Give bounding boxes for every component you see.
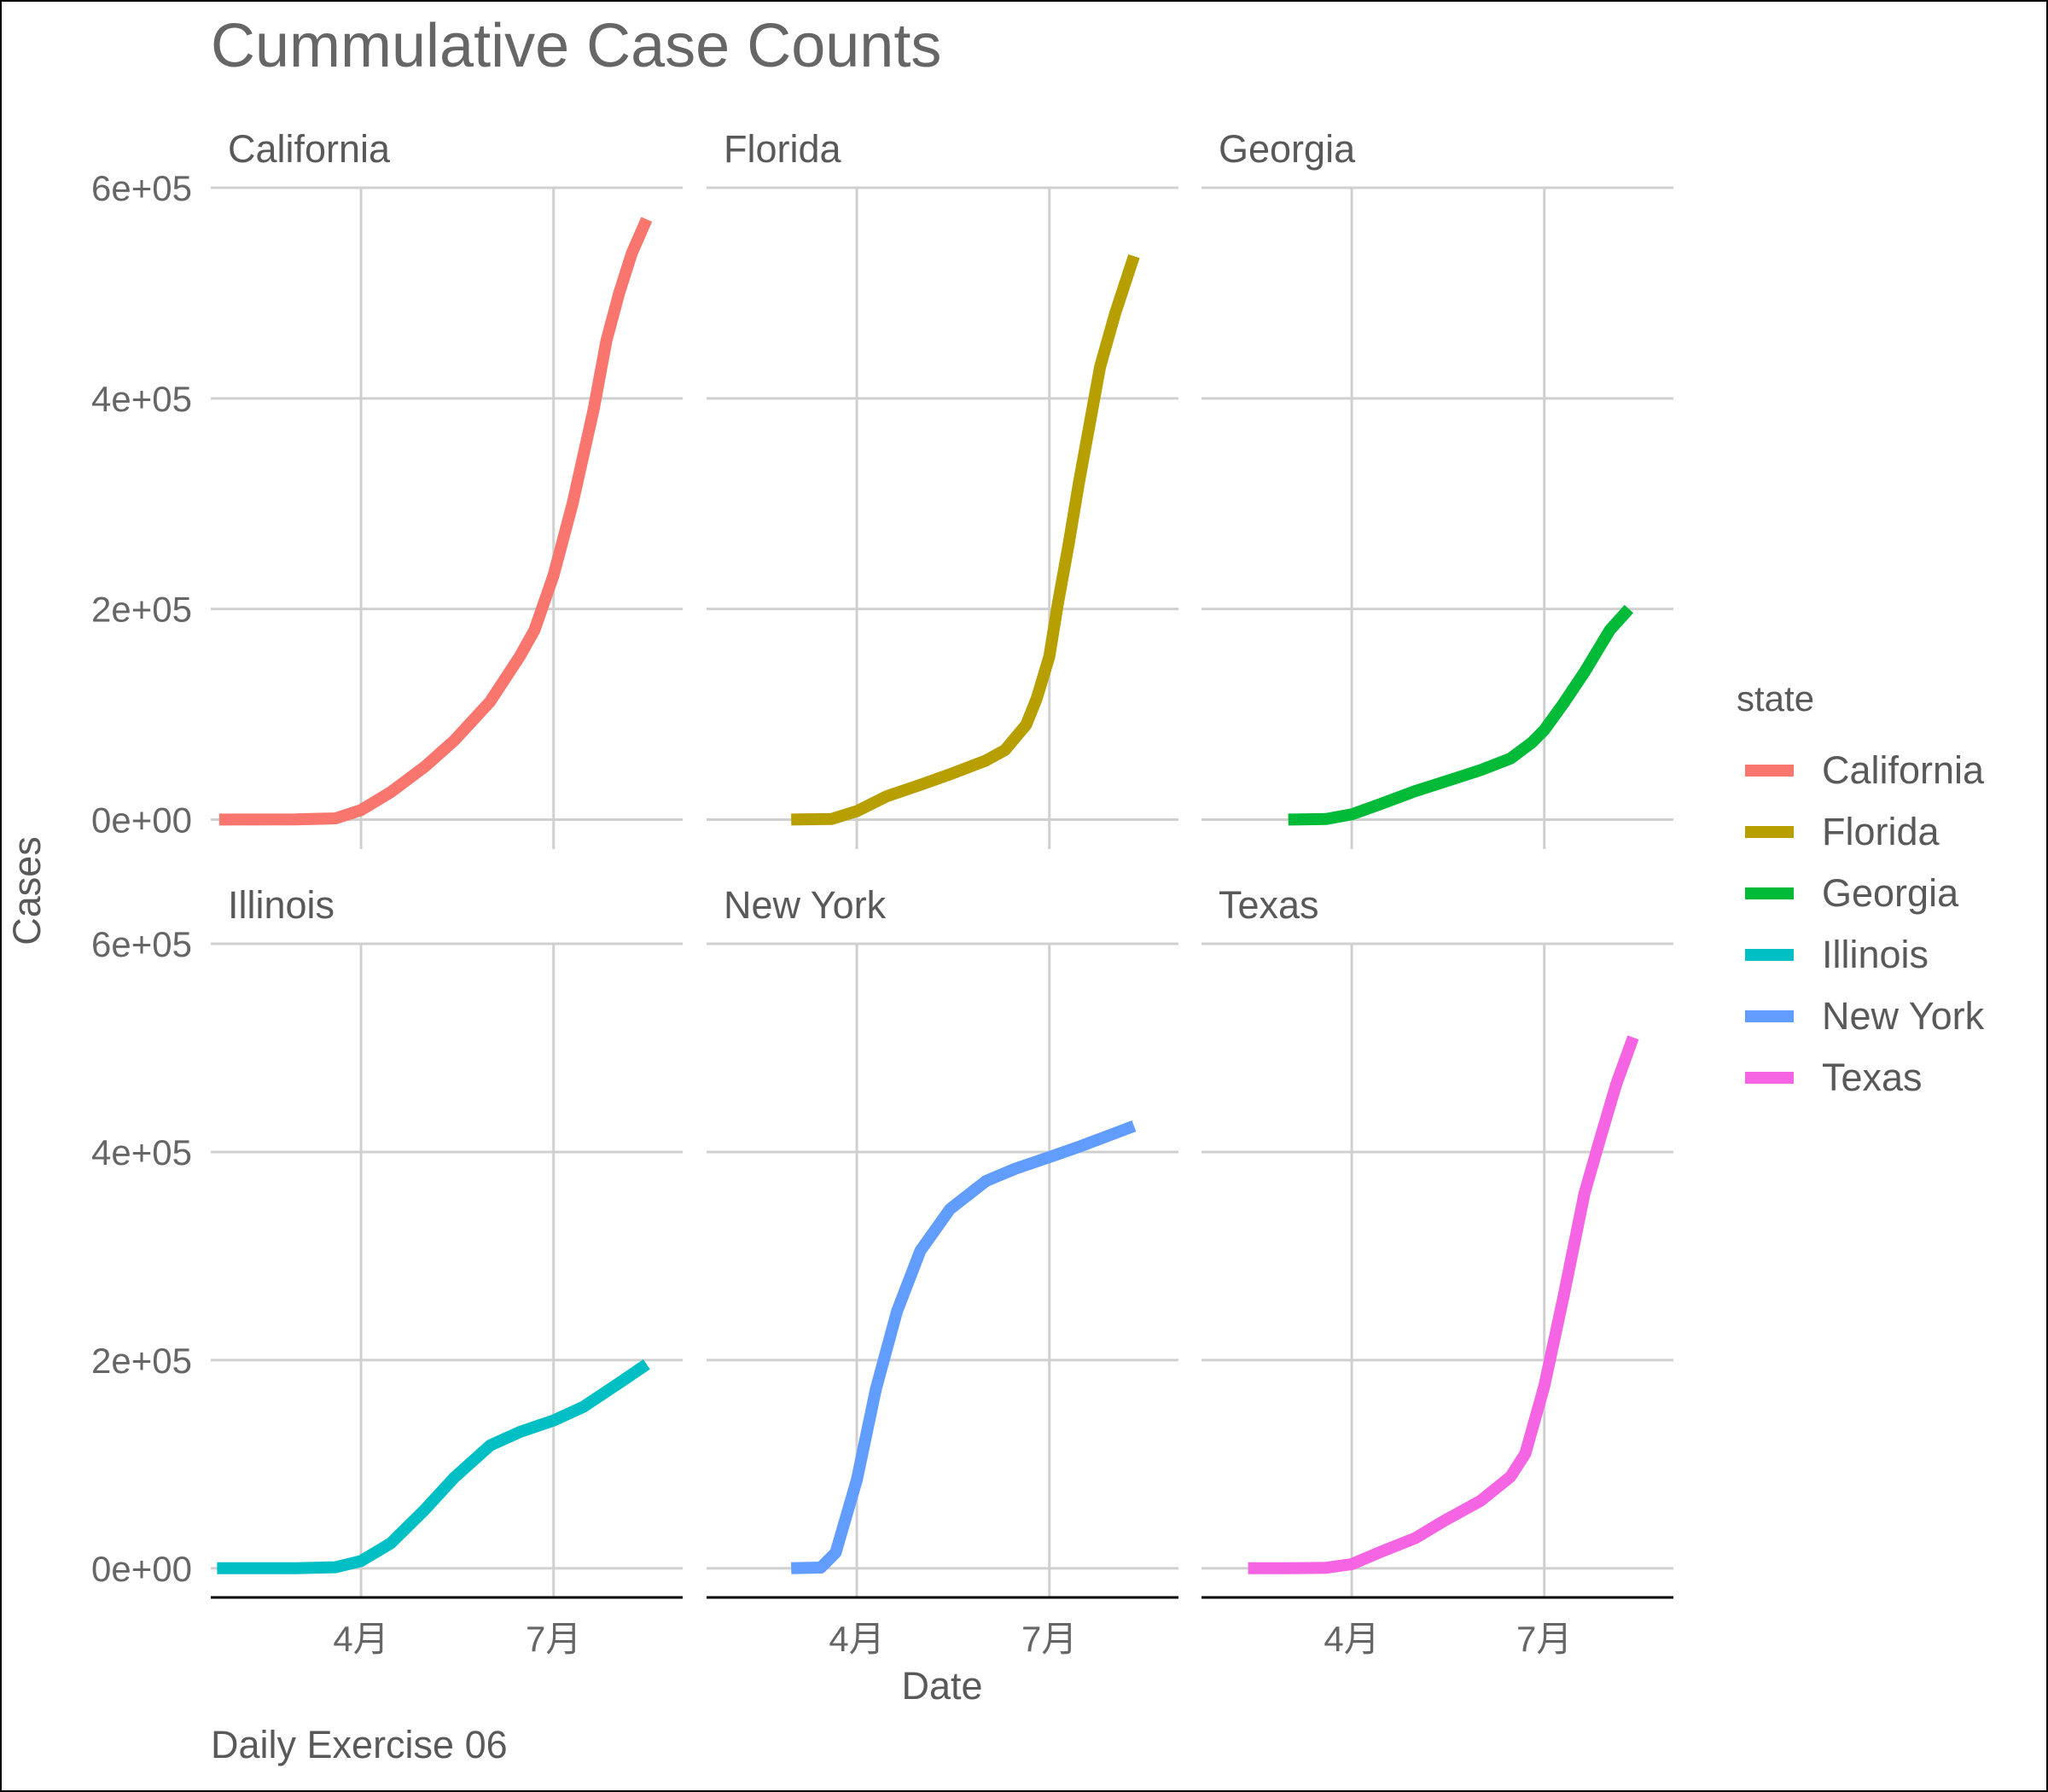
y-tick-label: 6e+05 [91,924,192,964]
x-tick-label: 4月 [333,1619,388,1659]
x-tick-label: 7月 [1516,1619,1572,1659]
series-line-california [218,217,653,826]
facet-panel-illinois: Illinois 0e+00 2e+05 4e+05 6e+05 4月 7月 [91,883,683,1659]
y-tick-label: 4e+05 [91,379,192,419]
series-line-texas [1248,1035,1639,1574]
y-axis-label: Cases [5,836,49,945]
facet-panel-georgia: Georgia [1201,127,1673,849]
facet-panel-new-york: New York 4月 7月 [707,883,1178,1659]
y-tick-label: 6e+05 [91,168,192,208]
legend-label: Texas [1822,1056,1923,1099]
series-line-illinois [217,1359,650,1574]
legend-title: state [1737,678,1814,719]
legend: state California Florida Georgia Illinois Ne… [1737,678,1985,1099]
y-tick-label: 4e+05 [91,1132,192,1172]
facet-strip-label: Georgia [1219,127,1356,171]
facet-strip-label: California [228,127,391,171]
facet-panel-california: California 0e+00 2e+05 4e+05 6e+05 [91,127,683,849]
chart-caption: Daily Exercise 06 [211,1723,508,1766]
series-line-new-york [791,1120,1137,1574]
y-tick-label: 0e+00 [91,800,192,840]
legend-label: Illinois [1822,933,1929,976]
facet-strip-label: Illinois [228,883,335,927]
facet-strip-label: Texas [1219,883,1319,927]
y-tick-label: 2e+05 [91,590,192,630]
facet-strip-label: New York [724,883,887,927]
y-tick-label: 2e+05 [91,1341,192,1381]
legend-label: Florida [1822,810,1940,853]
series-line-florida [791,254,1140,826]
x-tick-label: 7月 [526,1619,581,1659]
x-tick-label: 4月 [1324,1619,1379,1659]
legend-label: Georgia [1822,871,1959,915]
legend-label: California [1822,748,1985,792]
facet-panel-florida: Florida [707,127,1178,849]
facet-strip-label: Florida [724,127,842,171]
legend-label: New York [1822,994,1985,1038]
x-tick-label: 4月 [829,1619,884,1659]
y-tick-label: 0e+00 [91,1549,192,1589]
facet-panel-texas: Texas 4月 7月 [1201,883,1673,1659]
x-tick-label: 7月 [1021,1619,1077,1659]
x-axis-label: Date [901,1664,982,1708]
series-line-georgia [1288,604,1634,826]
chart-title: Cummulative Case Counts [211,12,941,80]
